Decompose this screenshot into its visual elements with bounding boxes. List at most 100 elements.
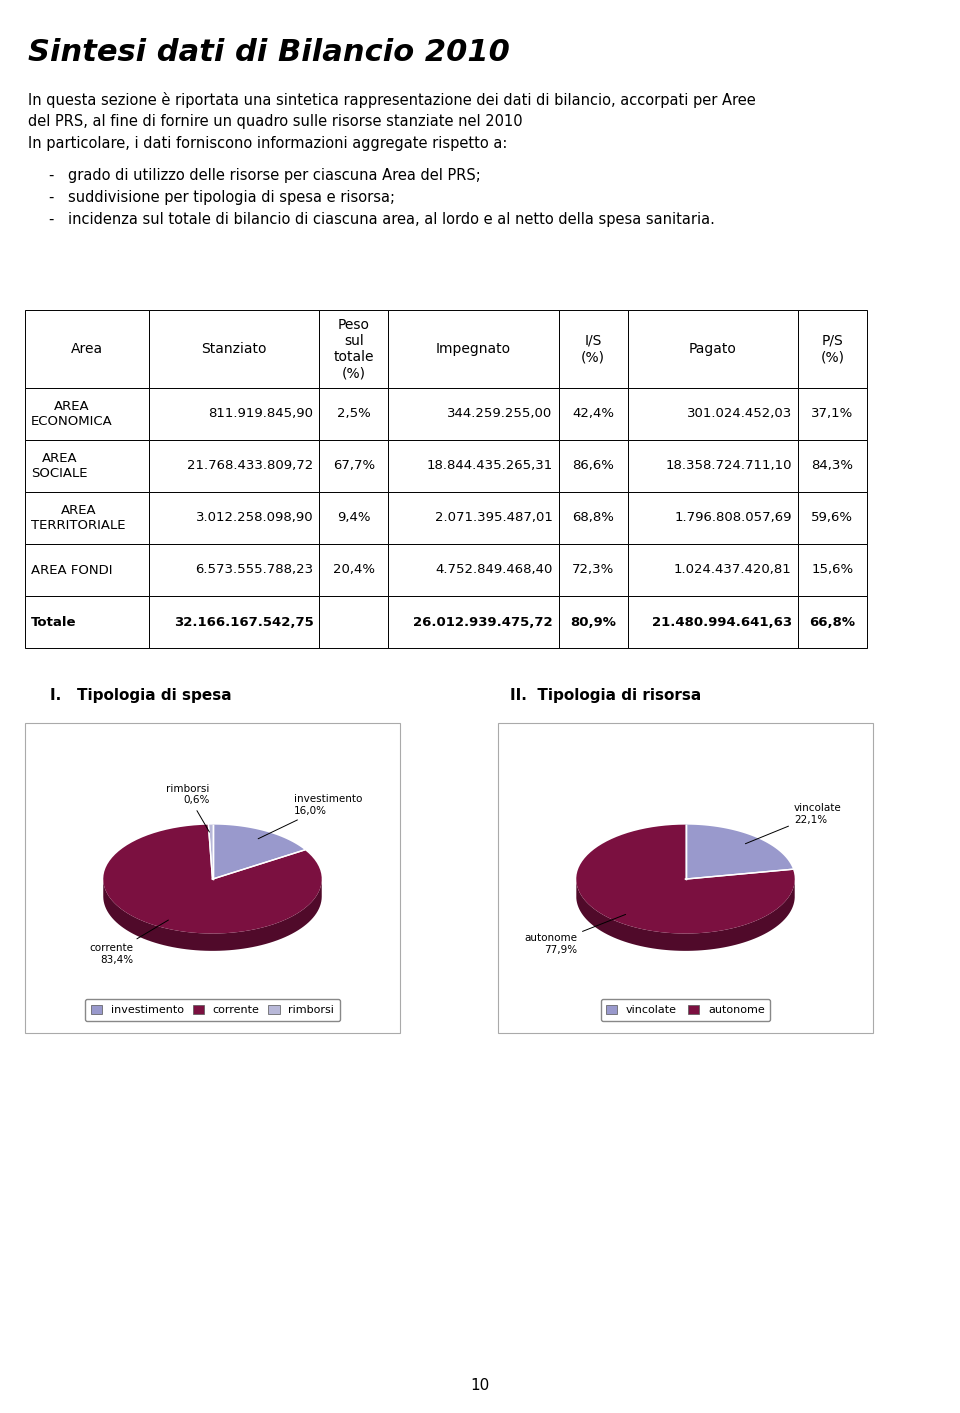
Bar <box>389 596 559 649</box>
Bar <box>798 439 867 492</box>
Text: Sintesi dati di Bilancio 2010: Sintesi dati di Bilancio 2010 <box>28 38 510 66</box>
Text: corrente
83,4%: corrente 83,4% <box>89 920 168 965</box>
Bar <box>25 439 149 492</box>
Bar <box>25 723 400 1033</box>
Text: 26.012.939.475,72: 26.012.939.475,72 <box>413 616 553 629</box>
Text: AREA FONDI: AREA FONDI <box>31 564 112 577</box>
Text: del PRS, al fine di fornire un quadro sulle risorse stanziate nel 2010: del PRS, al fine di fornire un quadro su… <box>28 114 522 129</box>
Text: 67,7%: 67,7% <box>333 459 375 472</box>
Polygon shape <box>104 825 322 934</box>
Text: Peso
sul
totale
(%): Peso sul totale (%) <box>334 318 374 380</box>
Text: 59,6%: 59,6% <box>811 512 853 524</box>
Text: 3.012.258.098,90: 3.012.258.098,90 <box>196 512 313 524</box>
Text: 86,6%: 86,6% <box>572 459 614 472</box>
Text: 301.024.452,03: 301.024.452,03 <box>686 407 792 421</box>
Bar <box>559 389 628 439</box>
Text: 37,1%: 37,1% <box>811 407 853 421</box>
Text: -: - <box>48 189 54 205</box>
Text: 68,8%: 68,8% <box>572 512 614 524</box>
Bar <box>25 596 149 649</box>
Text: 42,4%: 42,4% <box>572 407 614 421</box>
Polygon shape <box>685 825 793 879</box>
Text: I.   Tipologia di spesa: I. Tipologia di spesa <box>50 688 231 704</box>
Bar <box>798 309 867 389</box>
Text: Area: Area <box>71 342 103 356</box>
Bar <box>559 309 628 389</box>
Text: 344.259.255,00: 344.259.255,00 <box>447 407 553 421</box>
Bar <box>320 309 389 389</box>
Text: 21.480.994.641,63: 21.480.994.641,63 <box>652 616 792 629</box>
Text: 1.024.437.420,81: 1.024.437.420,81 <box>674 564 792 577</box>
Polygon shape <box>212 825 304 879</box>
Text: 18.844.435.265,31: 18.844.435.265,31 <box>426 459 553 472</box>
Bar <box>628 389 798 439</box>
Text: 6.573.555.788,23: 6.573.555.788,23 <box>195 564 313 577</box>
Bar <box>25 309 149 389</box>
Bar <box>628 492 798 544</box>
Text: 21.768.433.809,72: 21.768.433.809,72 <box>187 459 313 472</box>
Text: 4.752.849.468,40: 4.752.849.468,40 <box>435 564 553 577</box>
Bar <box>25 544 149 596</box>
Bar <box>149 309 320 389</box>
Polygon shape <box>576 880 795 951</box>
Text: In questa sezione è riportata una sintetica rappresentazione dei dati di bilanci: In questa sezione è riportata una sintet… <box>28 92 756 107</box>
Text: Pagato: Pagato <box>688 342 736 356</box>
Bar <box>320 596 389 649</box>
Polygon shape <box>104 879 322 951</box>
Text: Impegnato: Impegnato <box>436 342 511 356</box>
Bar <box>320 544 389 596</box>
Text: 811.919.845,90: 811.919.845,90 <box>208 407 313 421</box>
Text: 2,5%: 2,5% <box>337 407 371 421</box>
Bar <box>559 439 628 492</box>
Text: 20,4%: 20,4% <box>333 564 375 577</box>
Bar <box>559 492 628 544</box>
Text: 72,3%: 72,3% <box>572 564 614 577</box>
Bar <box>25 492 149 544</box>
Bar <box>149 439 320 492</box>
Bar <box>320 389 389 439</box>
Bar <box>25 389 149 439</box>
Text: autonome
77,9%: autonome 77,9% <box>524 914 626 955</box>
Bar <box>798 389 867 439</box>
Text: AREA
TERRITORIALE: AREA TERRITORIALE <box>31 504 126 533</box>
Bar <box>628 544 798 596</box>
Bar <box>320 439 389 492</box>
Text: 66,8%: 66,8% <box>809 616 855 629</box>
Bar <box>389 309 559 389</box>
Bar <box>498 723 873 1033</box>
Text: 2.071.395.487,01: 2.071.395.487,01 <box>435 512 553 524</box>
Text: 1.796.808.057,69: 1.796.808.057,69 <box>674 512 792 524</box>
Text: 32.166.167.542,75: 32.166.167.542,75 <box>174 616 313 629</box>
Text: vincolate
22,1%: vincolate 22,1% <box>745 804 842 844</box>
Text: 9,4%: 9,4% <box>337 512 371 524</box>
Bar <box>559 596 628 649</box>
Bar <box>628 439 798 492</box>
Bar <box>389 492 559 544</box>
Text: -: - <box>48 212 54 227</box>
Bar <box>389 544 559 596</box>
Text: Totale: Totale <box>31 616 77 629</box>
Legend: investimento, corrente, rimborsi: investimento, corrente, rimborsi <box>85 999 340 1020</box>
Text: 84,3%: 84,3% <box>811 459 853 472</box>
Bar <box>628 309 798 389</box>
Text: Stanziato: Stanziato <box>202 342 267 356</box>
Text: 10: 10 <box>470 1378 490 1393</box>
Text: 80,9%: 80,9% <box>570 616 616 629</box>
Bar <box>149 544 320 596</box>
Legend: vincolate, autonome: vincolate, autonome <box>601 999 771 1020</box>
Bar <box>798 544 867 596</box>
Text: investimento
16,0%: investimento 16,0% <box>258 794 363 839</box>
Bar <box>389 439 559 492</box>
Bar <box>389 389 559 439</box>
Text: 15,6%: 15,6% <box>811 564 853 577</box>
Text: suddivisione per tipologia di spesa e risorsa;: suddivisione per tipologia di spesa e ri… <box>68 189 395 205</box>
Text: AREA
ECONOMICA: AREA ECONOMICA <box>31 400 112 428</box>
Text: -: - <box>48 168 54 184</box>
Text: In particolare, i dati forniscono informazioni aggregate rispetto a:: In particolare, i dati forniscono inform… <box>28 136 508 151</box>
Bar <box>149 596 320 649</box>
Bar <box>798 492 867 544</box>
Text: grado di utilizzo delle risorse per ciascuna Area del PRS;: grado di utilizzo delle risorse per cias… <box>68 168 481 184</box>
Bar <box>628 596 798 649</box>
Bar <box>320 492 389 544</box>
Text: P/S
(%): P/S (%) <box>820 333 844 365</box>
